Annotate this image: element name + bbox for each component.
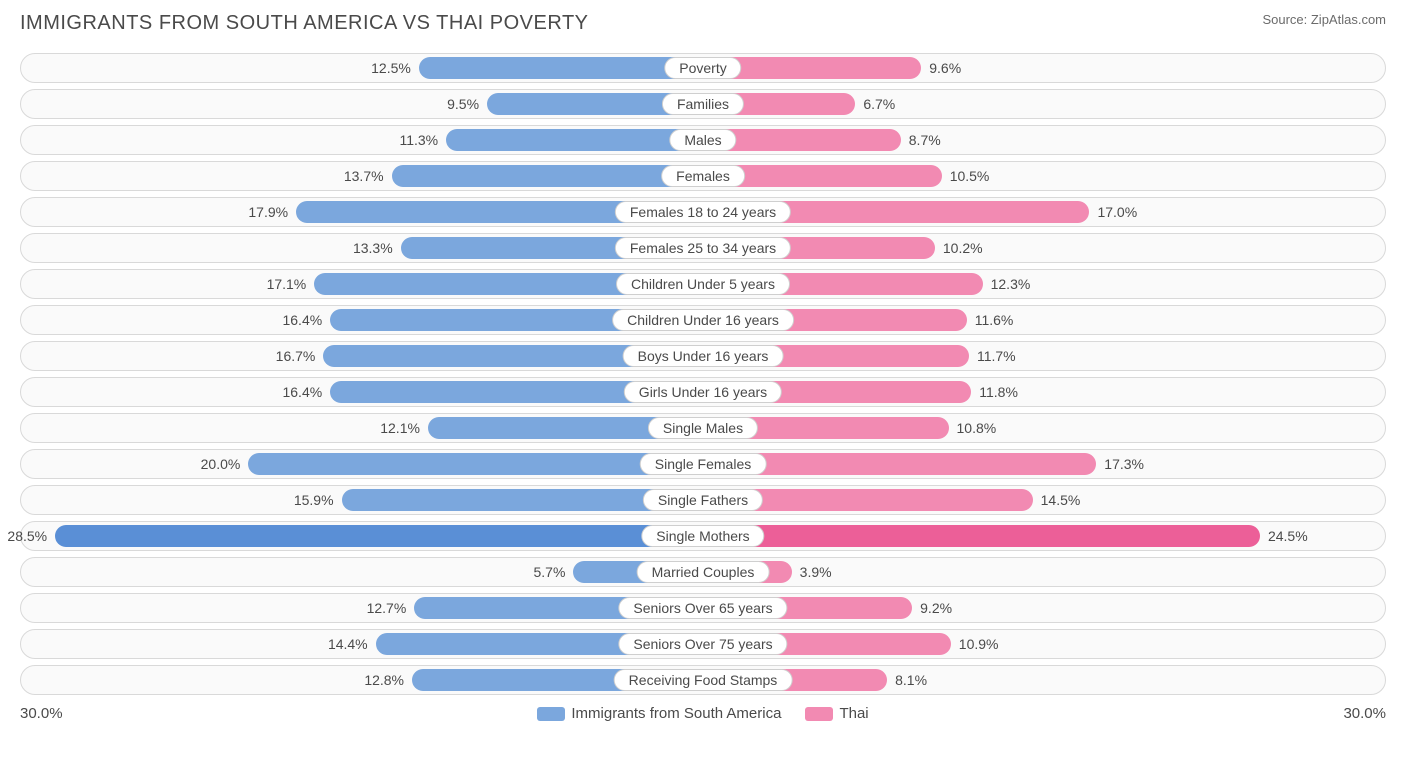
- legend-swatch-left: [537, 707, 565, 721]
- value-label-right: 11.7%: [969, 342, 1016, 370]
- value-label-right: 8.7%: [901, 126, 941, 154]
- category-label: Families: [662, 93, 744, 115]
- value-label-left: 9.5%: [447, 90, 487, 118]
- value-label-right: 12.3%: [983, 270, 1031, 298]
- value-label-right: 8.1%: [887, 666, 927, 694]
- bar-right: [703, 525, 1260, 547]
- axis-max-right: 30.0%: [1343, 705, 1386, 722]
- bar-row: 28.5%24.5%Single Mothers: [20, 521, 1386, 551]
- value-label-left: 12.7%: [367, 594, 415, 622]
- bar-row: 17.1% 12.3% Children Under 5 years: [20, 269, 1386, 299]
- value-label-left: 14.4%: [328, 630, 376, 658]
- bar-row: 12.1% 10.8% Single Males: [20, 413, 1386, 443]
- bar-row: 11.3% 8.7% Males: [20, 125, 1386, 155]
- value-label-right: 10.9%: [951, 630, 999, 658]
- bar-row: 20.0% 17.3% Single Females: [20, 449, 1386, 479]
- value-label-left: 13.7%: [344, 162, 392, 190]
- value-label-left: 17.1%: [267, 270, 315, 298]
- category-label: Receiving Food Stamps: [614, 669, 793, 691]
- legend-item-right: Thai: [805, 705, 868, 722]
- value-label-right: 10.5%: [942, 162, 990, 190]
- value-label-left: 17.9%: [248, 198, 296, 226]
- bar-row: 16.4% 11.8% Girls Under 16 years: [20, 377, 1386, 407]
- bar-row: 17.9% 17.0% Females 18 to 24 years: [20, 197, 1386, 227]
- bar-left: [446, 129, 703, 151]
- value-label-right: 24.5%: [1260, 522, 1308, 550]
- value-label-right: 10.2%: [935, 234, 983, 262]
- value-label-right: 9.2%: [912, 594, 952, 622]
- value-label-right: 10.8%: [949, 414, 997, 442]
- category-label: Married Couples: [637, 561, 770, 583]
- value-label-left: 16.4%: [282, 306, 330, 334]
- value-label-right: 11.8%: [971, 378, 1018, 406]
- category-label: Single Fathers: [643, 489, 763, 511]
- header-row: IMMIGRANTS FROM SOUTH AMERICA VS THAI PO…: [20, 12, 1386, 35]
- value-label-left: 12.5%: [371, 54, 419, 82]
- category-label: Seniors Over 75 years: [618, 633, 787, 655]
- category-label: Females 18 to 24 years: [615, 201, 791, 223]
- bar-row: 16.7% 11.7% Boys Under 16 years: [20, 341, 1386, 371]
- legend: Immigrants from South America Thai: [63, 705, 1344, 722]
- category-label: Children Under 5 years: [616, 273, 790, 295]
- category-label: Single Females: [640, 453, 767, 475]
- value-label-right: 17.0%: [1089, 198, 1137, 226]
- bar-row: 12.8% 8.1% Receiving Food Stamps: [20, 665, 1386, 695]
- category-label: Girls Under 16 years: [624, 381, 782, 403]
- value-label-left: 11.3%: [399, 126, 446, 154]
- category-label: Females 25 to 34 years: [615, 237, 791, 259]
- chart-title: IMMIGRANTS FROM SOUTH AMERICA VS THAI PO…: [20, 12, 589, 35]
- bar-row: 13.3% 10.2% Females 25 to 34 years: [20, 233, 1386, 263]
- chart-area: 12.5% 9.6% Poverty 9.5% 6.7% Families 11.3% 8.7…: [20, 53, 1386, 695]
- value-label-right: 9.6%: [921, 54, 961, 82]
- category-label: Females: [661, 165, 745, 187]
- value-label-right: 11.6%: [967, 306, 1014, 334]
- legend-swatch-right: [805, 707, 833, 721]
- legend-item-left: Immigrants from South America: [537, 705, 781, 722]
- value-label-left: 13.3%: [353, 234, 401, 262]
- value-label-right: 3.9%: [792, 558, 832, 586]
- bar-left: [419, 57, 703, 79]
- legend-label-left: Immigrants from South America: [571, 705, 781, 722]
- value-label-left: 20.0%: [201, 450, 249, 478]
- value-label-left: 12.1%: [380, 414, 428, 442]
- footer-row: 30.0% Immigrants from South America Thai…: [20, 705, 1386, 722]
- value-label-right: 17.3%: [1096, 450, 1144, 478]
- bar-row: 12.5% 9.6% Poverty: [20, 53, 1386, 83]
- value-label-left: 5.7%: [534, 558, 574, 586]
- bar-row: 15.9% 14.5% Single Fathers: [20, 485, 1386, 515]
- category-label: Single Mothers: [641, 525, 764, 547]
- value-label-left: 16.7%: [276, 342, 324, 370]
- bar-left: [248, 453, 703, 475]
- bar-row: 9.5% 6.7% Families: [20, 89, 1386, 119]
- category-label: Poverty: [664, 57, 741, 79]
- value-label-left: 15.9%: [294, 486, 342, 514]
- source-attribution: Source: ZipAtlas.com: [1262, 12, 1386, 27]
- category-label: Single Males: [648, 417, 758, 439]
- bar-row: 14.4% 10.9% Seniors Over 75 years: [20, 629, 1386, 659]
- value-label-left: 28.5%: [7, 522, 55, 550]
- value-label-right: 6.7%: [855, 90, 895, 118]
- bar-row: 12.7% 9.2% Seniors Over 65 years: [20, 593, 1386, 623]
- value-label-right: 14.5%: [1033, 486, 1081, 514]
- value-label-left: 16.4%: [282, 378, 330, 406]
- category-label: Children Under 16 years: [612, 309, 794, 331]
- category-label: Boys Under 16 years: [623, 345, 784, 367]
- bar-left: [55, 525, 703, 547]
- category-label: Seniors Over 65 years: [618, 597, 787, 619]
- category-label: Males: [669, 129, 736, 151]
- axis-max-left: 30.0%: [20, 705, 63, 722]
- bar-row: 13.7% 10.5% Females: [20, 161, 1386, 191]
- bar-row: 5.7% 3.9% Married Couples: [20, 557, 1386, 587]
- bar-left: [392, 165, 703, 187]
- value-label-left: 12.8%: [364, 666, 412, 694]
- legend-label-right: Thai: [839, 705, 868, 722]
- bar-row: 16.4% 11.6% Children Under 16 years: [20, 305, 1386, 335]
